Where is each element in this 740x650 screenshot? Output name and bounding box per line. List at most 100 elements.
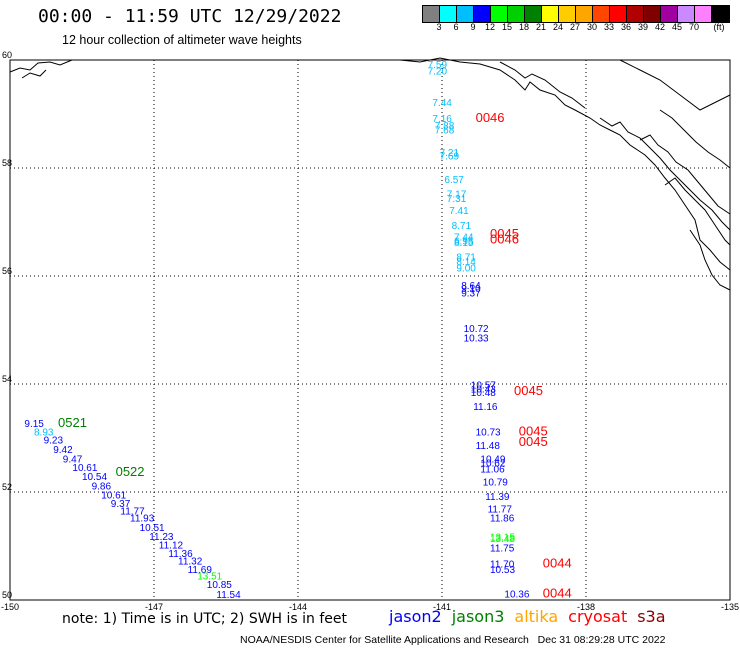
pass-time-label: 0044 xyxy=(543,585,572,600)
lon-tick-label: -147 xyxy=(145,602,163,612)
satellite-legend: jason2 jason3 altika cryosat s3a xyxy=(389,607,676,626)
wave-height-label: 8.64 xyxy=(461,281,481,292)
wave-height-label: 13.51 xyxy=(197,571,222,582)
wave-height-label: 9.23 xyxy=(44,435,64,446)
color-scale xyxy=(422,5,730,23)
color-swatch xyxy=(644,6,661,22)
wave-height-label: 11.12 xyxy=(159,541,184,552)
wave-height-label: 11.39 xyxy=(485,492,510,503)
plot-frame xyxy=(9,59,731,601)
wave-height-label: 11.54 xyxy=(216,590,241,601)
pass-time-label: 0521 xyxy=(58,415,87,430)
color-scale-label: 42 xyxy=(654,22,666,32)
color-scale-label: 36 xyxy=(620,22,632,32)
color-scale-label: 70 xyxy=(688,22,700,32)
color-scale-label: 24 xyxy=(552,22,564,32)
color-swatch xyxy=(423,6,440,22)
wave-height-label: 7.20 xyxy=(428,67,448,78)
wave-height-label: 8.71 xyxy=(456,252,476,263)
wave-height-label: 10.51 xyxy=(140,523,165,534)
wave-height-label: 10.72 xyxy=(464,324,489,335)
wave-height-label: 10.73 xyxy=(476,427,501,438)
wave-height-label: 10.62 xyxy=(480,459,505,470)
wave-height-label: 6.95 xyxy=(454,237,474,248)
wave-height-label: 7.21 xyxy=(440,148,460,159)
wave-height-label: 9.37 xyxy=(461,289,481,300)
wave-height-label: 10.48 xyxy=(471,388,496,399)
color-swatch xyxy=(542,6,559,22)
lat-tick-label: 56 xyxy=(2,266,12,276)
wave-height-label: 11.48 xyxy=(476,441,501,452)
wave-height-label: 11.16 xyxy=(473,402,498,413)
wave-height-label: 11.77 xyxy=(120,507,145,518)
wave-height-label: 8.93 xyxy=(34,427,54,438)
wave-height-label: 11.75 xyxy=(490,543,515,554)
wave-height-label: 11.06 xyxy=(480,465,505,476)
wave-height-label: 7.88 xyxy=(435,121,455,132)
wave-height-label: 10.57 xyxy=(471,380,496,391)
legend-entry-cryosat: cryosat xyxy=(568,607,628,626)
credit-line: NOAA/NESDIS Center for Satellite Applica… xyxy=(240,634,666,646)
page-subtitle: 12 hour collection of altimeter wave hei… xyxy=(62,33,302,47)
color-scale-label: 18 xyxy=(518,22,530,32)
wave-height-label: 8.14 xyxy=(456,257,476,268)
wave-height-label: 11.77 xyxy=(488,505,513,516)
wave-height-label: 11.70 xyxy=(490,560,515,571)
wave-height-label: 9.42 xyxy=(53,445,73,456)
color-scale-label: 12 xyxy=(484,22,496,32)
wave-height-label: 11.69 xyxy=(188,565,213,576)
color-swatch xyxy=(525,6,542,22)
color-swatch xyxy=(474,6,491,22)
footnote: note: 1) Time is in UTC; 2) SWH is in fe… xyxy=(62,611,348,627)
color-scale-label: 6 xyxy=(453,22,459,32)
color-swatch xyxy=(457,6,474,22)
lat-tick-label: 54 xyxy=(2,374,12,384)
coastline xyxy=(9,57,731,291)
pass-time-label: 0045 xyxy=(514,383,543,398)
wave-height-label: 7.16 xyxy=(432,114,452,125)
color-scale-label: 39 xyxy=(637,22,649,32)
graticule xyxy=(10,60,730,600)
lon-tick-label: -138 xyxy=(577,602,595,612)
wave-height-label: 7.17 xyxy=(447,190,467,201)
color-scale-label: (ft) xyxy=(713,22,725,32)
wave-height-label: 9.00 xyxy=(456,264,476,275)
wave-height-label: 7.69 xyxy=(440,151,460,162)
legend-entry-altika: altika xyxy=(514,607,559,626)
color-scale-label: 3 xyxy=(436,22,442,32)
lon-tick-label: -144 xyxy=(289,602,307,612)
color-scale-label: 45 xyxy=(671,22,683,32)
wave-height-label: 8.71 xyxy=(452,221,472,232)
pass-time-label: 0045 xyxy=(490,226,519,241)
wave-height-label: 7.44 xyxy=(454,232,474,243)
legend-entry-jason2: jason2 xyxy=(389,607,442,626)
pass-time-label: 0046 xyxy=(476,110,505,125)
color-swatch xyxy=(712,6,729,22)
lon-tick-label: -141 xyxy=(433,602,451,612)
lon-tick-label: -135 xyxy=(721,602,739,612)
wave-height-label: 9.86 xyxy=(92,481,112,492)
wave-height-label: 11.93 xyxy=(130,514,155,525)
wave-height-label: 10.33 xyxy=(464,333,489,344)
color-swatch xyxy=(593,6,610,22)
wave-height-label: 7.68 xyxy=(435,125,455,136)
color-swatch xyxy=(695,6,712,22)
wave-height-label: 7.41 xyxy=(449,206,469,217)
wave-height-label: 11.86 xyxy=(490,514,515,525)
wave-height-label: 8.15 xyxy=(454,238,474,249)
lat-tick-label: 50 xyxy=(2,590,12,600)
color-scale-label: 27 xyxy=(569,22,581,32)
legend-entry-jason3: jason3 xyxy=(451,607,505,626)
color-scale-label: 33 xyxy=(603,22,615,32)
pass-time-label: 0046 xyxy=(490,232,519,247)
color-swatch xyxy=(610,6,627,22)
color-swatch xyxy=(627,6,644,22)
wave-height-label: 13.48 xyxy=(490,534,515,545)
page-title: 00:00 - 11:59 UTC 12/29/2022 xyxy=(38,6,342,27)
color-swatch xyxy=(508,6,525,22)
wave-height-label: 13.15 xyxy=(490,533,515,544)
wave-height-label: 10.61 xyxy=(101,490,126,501)
wave-height-label: 11.32 xyxy=(178,556,203,567)
color-swatch xyxy=(559,6,576,22)
